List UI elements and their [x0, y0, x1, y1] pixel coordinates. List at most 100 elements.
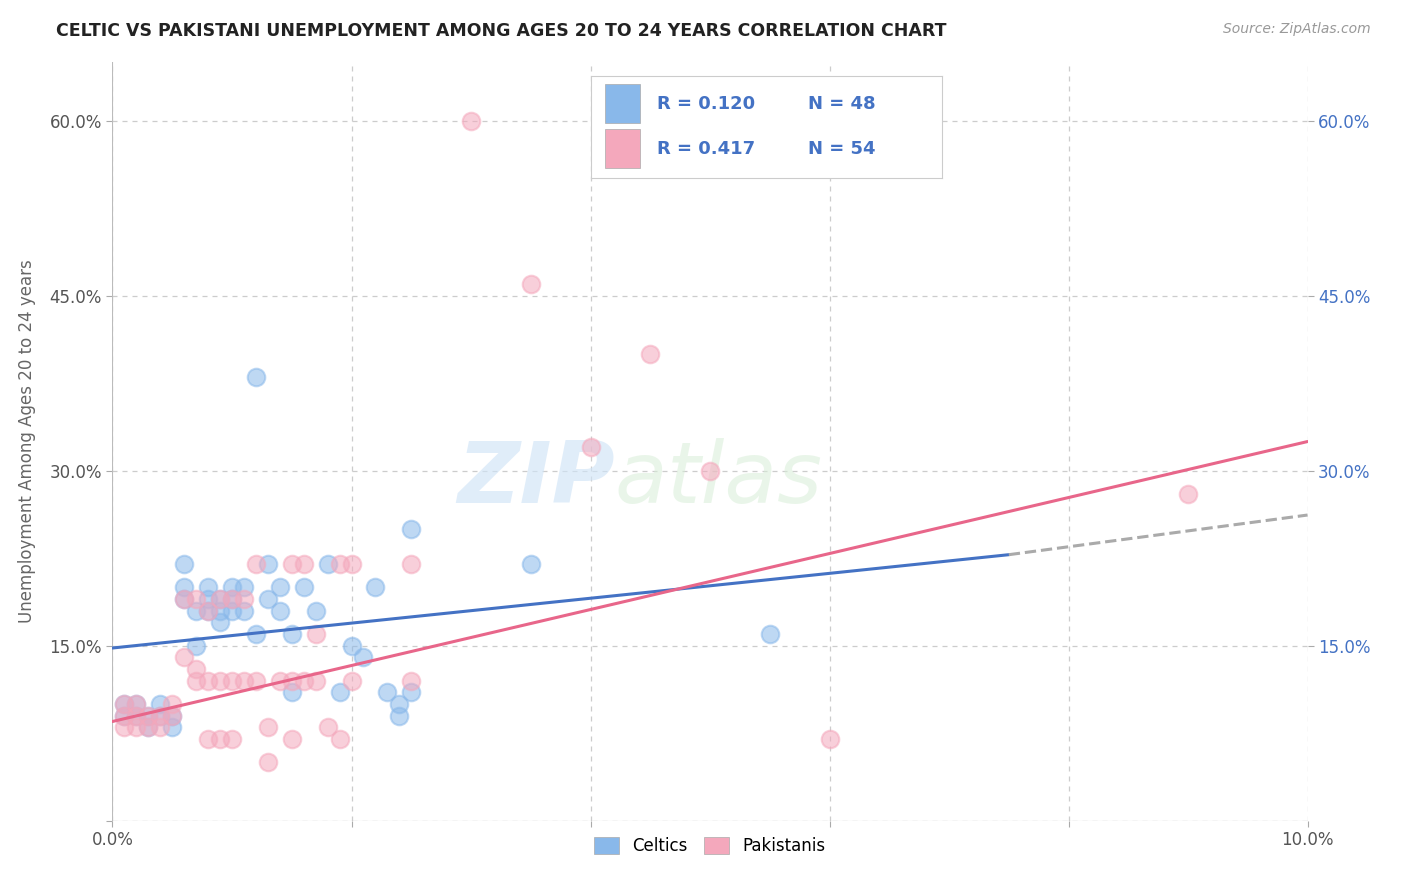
Point [579, 441, 602, 455]
Point [281, 557, 304, 571]
Point [269, 604, 291, 618]
Point [221, 592, 243, 607]
Point [162, 708, 183, 723]
Point [353, 650, 375, 665]
Text: CELTIC VS PAKISTANI UNEMPLOYMENT AMONG AGES 20 TO 24 YEARS CORRELATION CHART: CELTIC VS PAKISTANI UNEMPLOYMENT AMONG A… [56, 22, 946, 40]
Y-axis label: Unemployment Among Ages 20 to 24 years: Unemployment Among Ages 20 to 24 years [18, 260, 35, 624]
Point [281, 627, 304, 641]
Point [125, 697, 148, 711]
Point [520, 277, 543, 291]
Point [197, 731, 219, 746]
Point [125, 708, 148, 723]
Point [292, 580, 315, 594]
Point [186, 639, 208, 653]
Point [245, 627, 267, 641]
Point [186, 673, 208, 688]
Point [305, 673, 328, 688]
Point [281, 731, 304, 746]
Point [173, 592, 195, 607]
Point [316, 557, 339, 571]
Point [149, 708, 172, 723]
Point [125, 697, 148, 711]
Text: N = 54: N = 54 [808, 140, 876, 158]
Point [114, 697, 135, 711]
Point [364, 580, 387, 594]
Point [162, 697, 183, 711]
Point [149, 720, 172, 734]
Point [221, 604, 243, 618]
Point [138, 720, 160, 734]
Point [1177, 487, 1199, 501]
Point [197, 604, 219, 618]
Point [186, 662, 208, 676]
Text: N = 48: N = 48 [808, 95, 876, 112]
Point [388, 697, 411, 711]
Text: ZIP: ZIP [457, 438, 614, 521]
Legend: Celtics, Pakistanis: Celtics, Pakistanis [588, 830, 832, 862]
Point [401, 673, 423, 688]
Point [245, 557, 267, 571]
Point [257, 592, 280, 607]
Text: R = 0.120: R = 0.120 [657, 95, 755, 112]
Point [186, 604, 208, 618]
Point [245, 370, 267, 384]
Point [233, 592, 256, 607]
Point [401, 557, 423, 571]
Point [377, 685, 399, 699]
Point [197, 580, 219, 594]
Point [221, 580, 243, 594]
Point [245, 673, 267, 688]
Point [401, 522, 423, 536]
Point [138, 708, 160, 723]
Text: R = 0.417: R = 0.417 [657, 140, 755, 158]
Point [292, 557, 315, 571]
Point [125, 720, 148, 734]
Point [209, 731, 232, 746]
Point [340, 557, 363, 571]
Point [818, 731, 841, 746]
Point [173, 557, 195, 571]
Point [162, 708, 183, 723]
Point [221, 673, 243, 688]
Bar [605, 129, 640, 168]
Point [269, 673, 291, 688]
Point [257, 756, 280, 770]
Point [292, 673, 315, 688]
Point [233, 673, 256, 688]
Point [329, 685, 352, 699]
Point [257, 557, 280, 571]
Point [401, 685, 423, 699]
Point [221, 592, 243, 607]
Point [197, 604, 219, 618]
Point [209, 673, 232, 688]
Point [162, 720, 183, 734]
Point [173, 592, 195, 607]
Point [209, 615, 232, 630]
Point [138, 708, 160, 723]
Point [759, 627, 782, 641]
Point [281, 685, 304, 699]
Point [197, 592, 219, 607]
Point [520, 557, 543, 571]
Point [340, 639, 363, 653]
Point [340, 673, 363, 688]
Point [186, 592, 208, 607]
Point [233, 604, 256, 618]
Point [114, 708, 135, 723]
Point [316, 720, 339, 734]
Point [209, 592, 232, 607]
Point [125, 708, 148, 723]
Point [281, 673, 304, 688]
Text: Source: ZipAtlas.com: Source: ZipAtlas.com [1223, 22, 1371, 37]
Point [640, 347, 662, 361]
Point [329, 557, 352, 571]
Point [257, 720, 280, 734]
Point [233, 580, 256, 594]
Point [305, 627, 328, 641]
Point [269, 580, 291, 594]
Point [209, 604, 232, 618]
Point [388, 708, 411, 723]
Point [460, 113, 482, 128]
Point [138, 720, 160, 734]
Point [197, 673, 219, 688]
